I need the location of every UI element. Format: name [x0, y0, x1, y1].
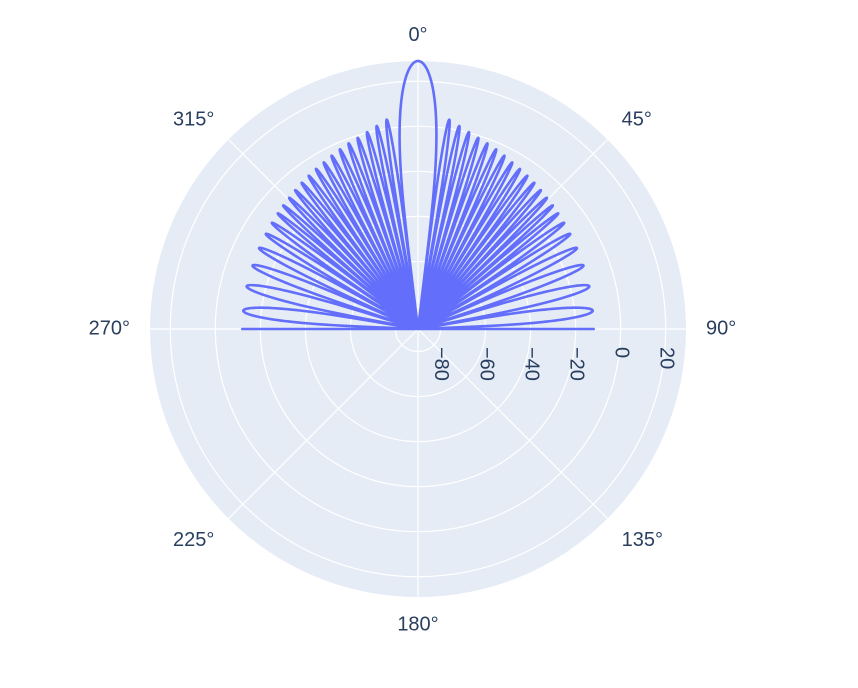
angular-tick-label: 0°	[408, 24, 427, 46]
radial-tick-label: −20	[565, 347, 587, 381]
radial-tick-label: 20	[655, 347, 677, 369]
series-layer	[241, 59, 595, 331]
angular-grid-line-5	[228, 328, 419, 519]
radial-tick-labels: −80 −60 −40 −20 0 20	[430, 347, 677, 381]
angular-tick-label: 270°	[89, 317, 130, 339]
angular-tick-label: 45°	[622, 108, 652, 130]
angular-tick-label: 315°	[173, 108, 214, 130]
radial-tick-label: −60	[475, 347, 497, 381]
angular-grid-line-3	[417, 328, 608, 519]
radial-tick-label: −40	[520, 347, 542, 381]
angular-tick-label: 225°	[173, 529, 214, 551]
angular-tick-label: 180°	[397, 614, 438, 636]
angular-tick-label: 135°	[622, 529, 663, 551]
radial-tick-label: −80	[430, 347, 452, 381]
series-line	[241, 59, 595, 331]
angular-tick-label: 90°	[706, 317, 736, 339]
angular-tick-labels: 0° 45° 90° 135° 180° 225° 270° 315°	[89, 24, 737, 636]
radial-tick-label: 0	[610, 347, 632, 358]
